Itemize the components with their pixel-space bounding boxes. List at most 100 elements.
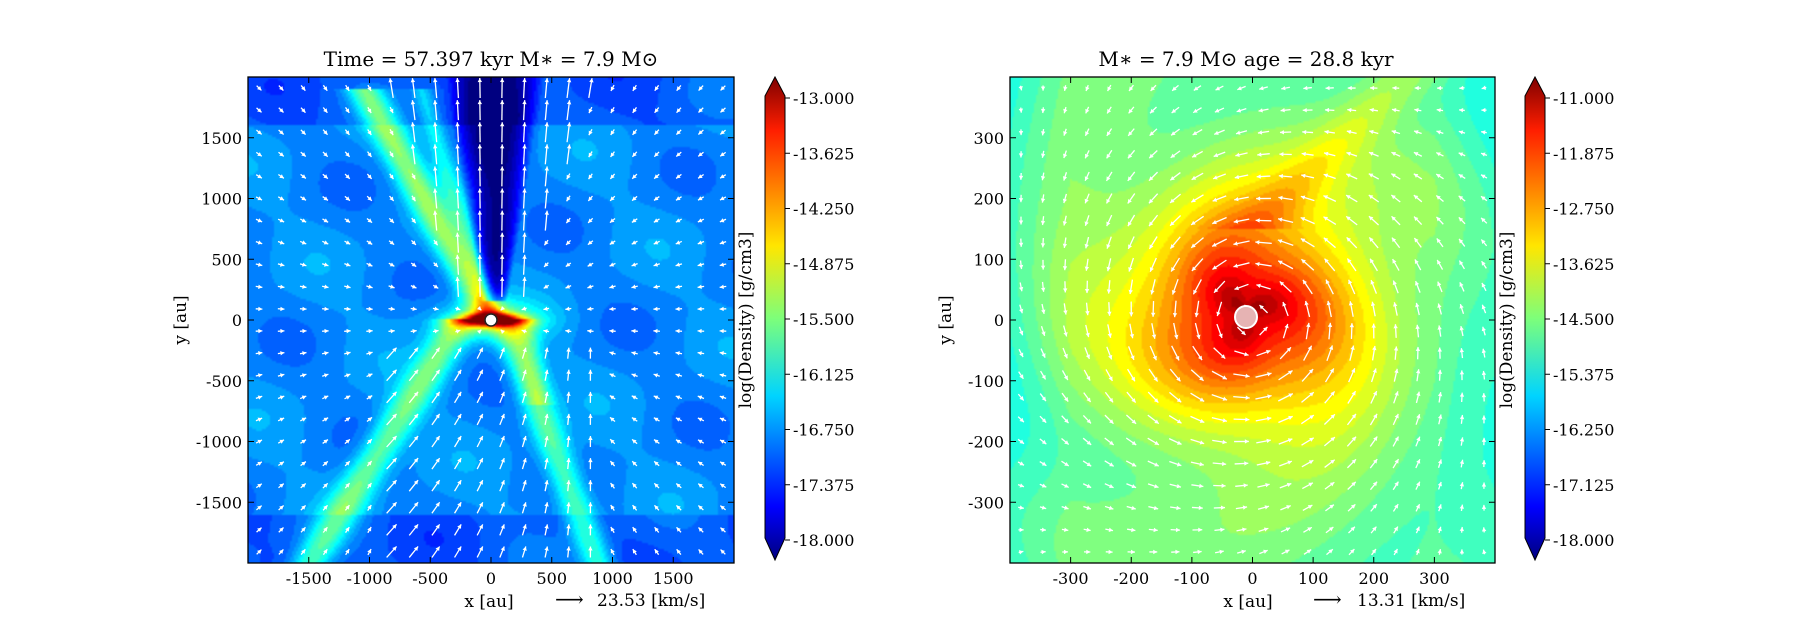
velocity-arrow-right	[1323, 436, 1336, 447]
velocity-arrow-right	[1171, 106, 1180, 114]
x-tick-label-left: -1000	[346, 569, 392, 588]
colorbar-ticks-right: -11.000 -11.875 -12.750 -13.625 -14.500 -15.3…	[1545, 89, 1614, 550]
velocity-arrow-left	[610, 106, 615, 114]
velocity-arrow-right	[1211, 416, 1228, 423]
velocity-arrows-right	[1017, 84, 1488, 556]
velocity-arrow-right	[1481, 130, 1487, 135]
velocity-arrow-right	[1237, 85, 1246, 91]
y-tick-label-left: -1500	[196, 493, 242, 512]
velocity-arrow-left	[322, 460, 329, 467]
velocity-arrow-right	[1323, 413, 1336, 425]
velocity-arrow-left	[476, 305, 482, 311]
velocity-arrow-right	[1325, 85, 1334, 91]
velocity-arrow-right	[1105, 549, 1113, 555]
velocity-arrow-left	[719, 174, 727, 179]
velocity-arrow-left	[565, 262, 572, 268]
velocity-arrow-right	[1235, 130, 1248, 135]
velocity-arrow-right	[1085, 324, 1090, 338]
velocity-arrow-left	[278, 461, 285, 467]
velocity-arrow-right	[1323, 237, 1336, 249]
velocity-arrow-right	[1347, 85, 1356, 91]
velocity-arrow-left	[322, 482, 329, 489]
axes-left: -1500 -1000 -500 0 500 1000 1500 -1500 -1000 -500…	[196, 77, 734, 588]
velocity-arrow-left	[544, 457, 549, 470]
velocity-arrow-left	[476, 347, 484, 359]
velocity-arrow-left	[278, 107, 284, 113]
velocity-arrow-right	[1256, 196, 1271, 201]
velocity-arrow-left	[720, 107, 726, 113]
velocity-arrow-left	[632, 526, 638, 533]
y-tick-label-right: -100	[968, 372, 1004, 391]
velocity-arrow-left	[477, 210, 483, 231]
velocity-arrow-left	[322, 439, 329, 444]
colorbar-tick-label-left: -18.000	[793, 531, 854, 550]
velocity-arrow-right	[1172, 300, 1178, 318]
velocity-arrow-right	[1302, 482, 1314, 490]
velocity-arrow-left	[477, 188, 483, 209]
velocity-arrow-left	[566, 122, 572, 143]
velocity-arrow-left	[566, 78, 572, 99]
velocity-arrow-left	[521, 413, 527, 426]
velocity-arrow-right	[1435, 194, 1444, 203]
velocity-arrow-right	[1323, 173, 1336, 180]
velocity-arrow-right	[1128, 257, 1135, 272]
velocity-arrow-left	[255, 151, 263, 157]
velocity-arrow-right	[1326, 300, 1332, 318]
velocity-arrow-left	[322, 395, 329, 400]
velocity-arrow-left	[544, 524, 549, 536]
velocity-arrow-right	[1279, 152, 1292, 157]
velocity-arrow-left	[521, 391, 527, 404]
velocity-arrow-left	[366, 306, 373, 312]
velocity-arrow-left	[521, 306, 527, 311]
velocity-arrow-left	[587, 284, 594, 289]
velocity-arrow-right	[1458, 216, 1466, 225]
velocity-arrow-left	[321, 351, 329, 356]
velocity-arrow-right	[1256, 174, 1271, 179]
velocity-arrow-right	[1017, 393, 1025, 401]
velocity-arrow-right	[1128, 279, 1134, 295]
velocity-arrow-left	[675, 151, 682, 158]
velocity-arrow-left	[544, 144, 549, 165]
velocity-arrow-right	[1415, 302, 1420, 316]
velocity-arrow-right	[1234, 196, 1249, 202]
velocity-arrow-left	[344, 195, 351, 202]
velocity-arrow-left	[609, 262, 616, 267]
velocity-arrow-right	[1191, 172, 1204, 181]
velocity-arrow-right	[1148, 193, 1159, 204]
velocity-arrow-left	[588, 151, 593, 158]
velocity-arrow-right	[1414, 259, 1422, 271]
velocity-arrow-right	[1211, 370, 1228, 380]
velocity-arrow-right	[1413, 130, 1422, 135]
velocity-arrow-right	[1348, 368, 1356, 383]
velocity-arrow-left	[388, 217, 395, 224]
velocity-arrow-right	[1459, 282, 1465, 292]
velocity-arrow-right	[1148, 171, 1159, 182]
velocity-arrow-right	[1212, 195, 1227, 202]
velocity-arrow-right	[1368, 215, 1380, 226]
velocity-arrow-right	[1370, 85, 1378, 91]
velocity-arrow-right	[1435, 173, 1444, 180]
velocity-arrow-left	[653, 240, 660, 245]
velocity-arrow-right	[1282, 301, 1289, 317]
velocity-arrow-left	[521, 457, 527, 470]
velocity-arrow-right	[1413, 151, 1423, 157]
velocity-arrow-left	[431, 479, 441, 492]
velocity-arrow-left	[610, 504, 615, 511]
velocity-arrow-left	[719, 461, 727, 466]
velocity-arrow-left	[653, 218, 660, 223]
velocity-arrow-right	[1193, 549, 1202, 555]
velocity-arrow-right	[1039, 438, 1047, 445]
velocity-arrow-left	[277, 395, 285, 400]
velocity-arrow-right	[1302, 504, 1313, 512]
velocity-arrow-left	[631, 173, 638, 180]
velocity-arrow-right	[1212, 259, 1227, 270]
velocity-arrow-left	[411, 173, 416, 180]
velocity-arrow-right	[1192, 279, 1202, 295]
velocity-arrow-right	[1481, 504, 1487, 511]
velocity-arrow-left	[278, 549, 284, 555]
velocity-arrow-right	[1149, 128, 1158, 137]
velocity-arrow-left	[544, 391, 549, 403]
velocity-arrow-left	[697, 262, 705, 267]
velocity-arrow-left	[566, 100, 572, 121]
velocity-arrow-left	[698, 527, 704, 533]
